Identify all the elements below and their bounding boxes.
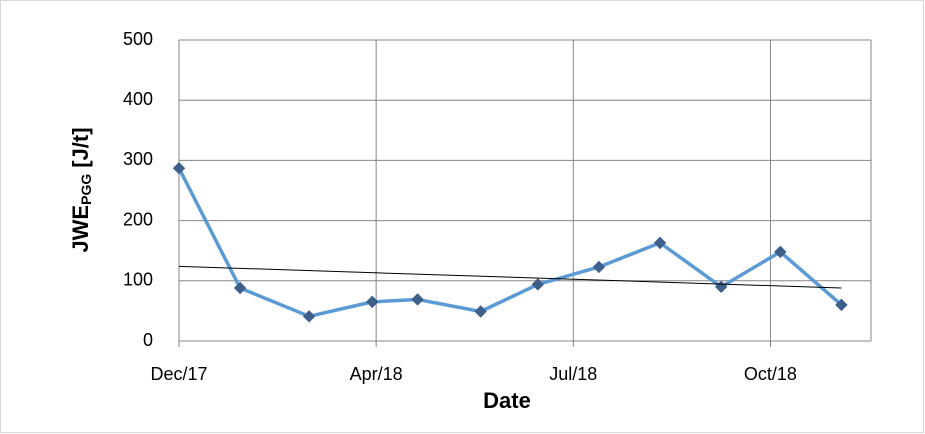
x-tick-label: Oct/18 bbox=[744, 364, 797, 384]
x-tick-label: Apr/18 bbox=[350, 364, 403, 384]
y-label-main: JWE bbox=[68, 205, 93, 253]
data-point bbox=[411, 293, 424, 306]
data-point bbox=[172, 162, 186, 175]
y-axis-label: JWEPGG [J/t] bbox=[68, 127, 94, 252]
data-point bbox=[233, 281, 247, 295]
x-tick-label: Dec/17 bbox=[150, 364, 207, 384]
data-point bbox=[653, 236, 667, 250]
x-axis-label: Date bbox=[483, 388, 531, 413]
y-tick-label: 0 bbox=[143, 330, 153, 350]
y-tick-label: 400 bbox=[123, 89, 153, 109]
y-tick-label: 300 bbox=[123, 149, 153, 169]
y-tick-label: 100 bbox=[123, 270, 153, 290]
y-tick-label: 200 bbox=[123, 209, 153, 229]
x-tick-label: Jul/18 bbox=[549, 364, 597, 384]
y-label-unit: [J/t] bbox=[68, 127, 93, 167]
data-point bbox=[531, 278, 545, 291]
data-line bbox=[177, 167, 843, 319]
data-point bbox=[474, 305, 487, 318]
data-point bbox=[366, 295, 379, 309]
y-label-sub: PGG bbox=[78, 174, 94, 205]
data-point bbox=[302, 310, 316, 323]
y-tick-label: 500 bbox=[123, 29, 153, 49]
data-point bbox=[835, 298, 848, 312]
data-point bbox=[774, 245, 787, 259]
data-point bbox=[592, 260, 606, 274]
trend-line bbox=[178, 265, 842, 289]
